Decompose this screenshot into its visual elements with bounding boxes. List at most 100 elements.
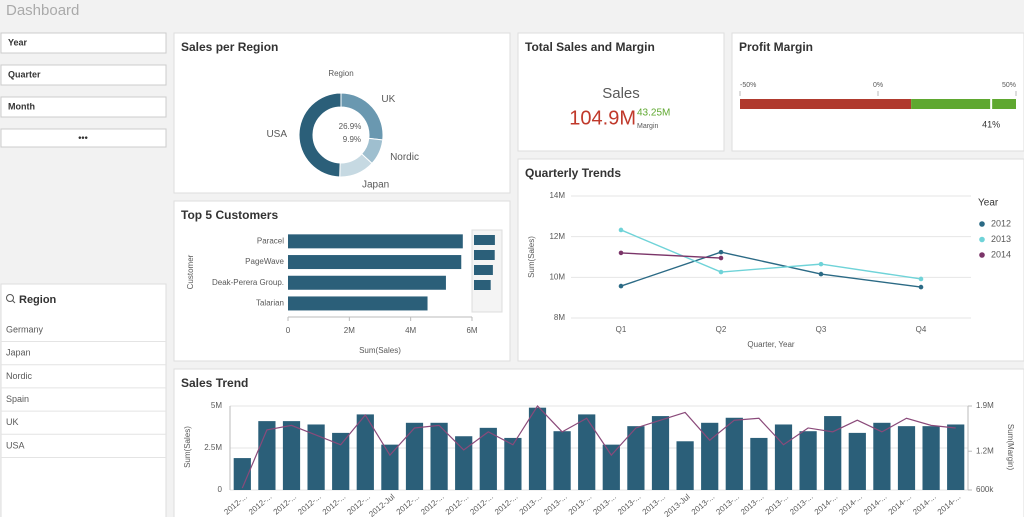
value-label: 9.9% [343,135,361,144]
y-tick-label: PageWave [245,257,284,266]
mini-bar [474,235,495,245]
bar [750,437,768,490]
panel-title: Total Sales and Margin [525,40,655,54]
filter-label[interactable]: Year [8,37,28,47]
y-tick-label: 2.5M [204,443,222,452]
filter-box[interactable] [0,32,167,54]
value-label: 26.9% [339,122,362,131]
bar [627,426,645,490]
point [618,283,624,289]
filter-label[interactable]: Quarter [8,69,41,79]
bar [897,426,916,490]
bar [725,417,743,490]
filter[interactable]: Quarter [0,64,167,86]
filter[interactable]: Year [0,32,167,54]
bar [288,275,446,290]
y2-tick-label: 1.2M [976,446,994,455]
y-tick-label: 8M [554,313,565,322]
bar [233,458,251,490]
slice-label: Japan [362,179,389,190]
region-item[interactable]: Nordic [6,371,33,381]
bar [774,424,793,490]
region-title: Region [19,294,57,306]
y-tick-label: 10M [549,272,565,281]
panel [173,368,1024,517]
more-label[interactable]: ••• [78,132,87,142]
x-tick-label: Q4 [916,325,927,334]
bar [824,416,842,490]
point [918,284,924,290]
x-axis-title: Sum(Sales) [359,346,401,355]
legend-title: Region [328,69,353,78]
panel-title: Quarterly Trends [525,166,621,180]
point [918,276,924,282]
y-tick-label: 12M [549,232,565,241]
x-axis-title: Quarter, Year [747,340,794,349]
point [818,271,824,277]
series-line [241,405,956,489]
bar [356,414,374,490]
legend-swatch [979,221,985,227]
bar [848,432,866,490]
bar [528,407,547,490]
x-tick-label: 0 [286,326,291,335]
panel [517,32,725,152]
region-item[interactable]: USA [6,440,25,450]
y-tick-label: 5M [211,401,222,410]
region-item[interactable]: Germany [6,324,44,334]
filter-box[interactable] [0,96,167,118]
gauge-band [740,99,912,109]
point [618,227,624,233]
x-tick-label: 2M [344,326,355,335]
bar [405,422,424,490]
bar [676,441,694,490]
filter[interactable]: Month [0,96,167,118]
slice-label: Nordic [390,152,419,163]
legend-swatch [979,236,985,243]
panel-title: Sales per Region [181,40,278,54]
point [718,249,724,255]
filter-box[interactable] [0,64,167,86]
bar [602,444,620,490]
bar [455,436,473,490]
more-box[interactable] [0,128,167,148]
panel-title: Top 5 Customers [181,208,278,222]
page-title: Dashboard [6,2,79,19]
region-item[interactable]: Japan [6,348,31,358]
gauge-tick-label: -50% [740,82,756,89]
bar [332,432,350,490]
gauge-band [911,99,1016,109]
filter-label[interactable]: Month [8,101,35,111]
kpi-secondary-label: Margin [637,123,659,130]
mini-bar [474,250,495,260]
x-tick-label: Q3 [816,325,827,334]
y-tick-label: 14M [549,191,565,200]
series-line [620,252,722,259]
region-panel [0,283,167,517]
region-list: Germany Japan Nordic Spain UK USA [1,324,166,458]
point [618,250,624,256]
panel-title: Profit Margin [739,40,813,54]
y-tick-label: Talarian [256,299,284,308]
y-axis-title: Customer [186,254,195,289]
y-tick-label: Paracel [257,236,284,245]
bar [799,431,817,490]
bar [578,414,596,490]
kpi-label: Sales [602,85,640,102]
y-axis-title: Sum(Sales) [527,236,536,278]
region-item[interactable]: UK [6,417,19,427]
region-item[interactable]: Spain [6,394,29,404]
gauge-tick-label: 0% [873,82,883,89]
bar [282,421,301,490]
y-tick-label: 0 [218,485,223,494]
x-tick-label: 4M [405,326,416,335]
y-axis-title: Sum(Sales) [183,426,192,468]
pie-slice [298,92,342,178]
point [818,261,824,267]
bar [947,424,965,490]
y2-tick-label: 1.9M [976,401,994,410]
search-icon [6,294,14,302]
more-button[interactable]: ••• [0,128,167,148]
bar [258,421,276,490]
